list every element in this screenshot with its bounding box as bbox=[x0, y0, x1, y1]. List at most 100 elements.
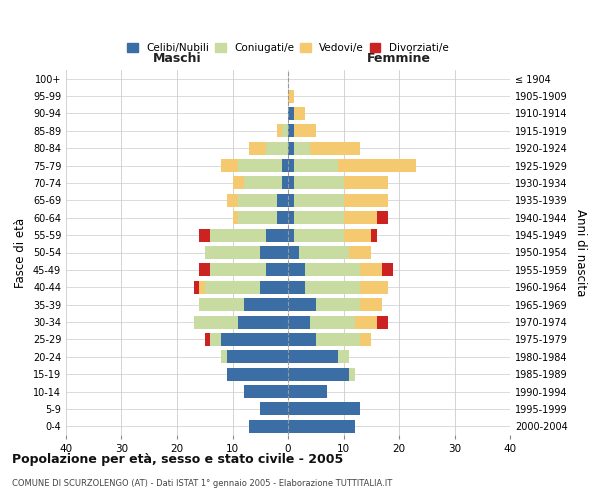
Bar bbox=[266, 142, 288, 154]
Bar bbox=[293, 194, 343, 207]
Bar bbox=[288, 228, 293, 241]
Bar bbox=[377, 211, 388, 224]
Bar bbox=[293, 124, 316, 138]
Bar bbox=[288, 176, 293, 190]
Text: Popolazione per età, sesso e stato civile - 2005: Popolazione per età, sesso e stato civil… bbox=[12, 452, 343, 466]
Bar bbox=[316, 298, 360, 311]
Bar bbox=[288, 350, 338, 364]
Bar bbox=[211, 228, 266, 241]
Bar bbox=[205, 280, 260, 294]
Bar bbox=[288, 264, 305, 276]
Bar bbox=[244, 298, 288, 311]
Bar bbox=[221, 159, 238, 172]
Bar bbox=[283, 176, 288, 190]
Bar bbox=[233, 211, 238, 224]
Bar bbox=[288, 333, 316, 346]
Bar bbox=[238, 211, 277, 224]
Bar bbox=[288, 402, 360, 415]
Bar bbox=[316, 333, 360, 346]
Bar bbox=[349, 368, 355, 380]
Bar bbox=[288, 124, 293, 138]
Bar bbox=[288, 90, 293, 102]
Bar bbox=[210, 333, 221, 346]
Bar bbox=[199, 228, 210, 241]
Bar bbox=[194, 316, 238, 328]
Bar bbox=[199, 280, 205, 294]
Bar bbox=[338, 159, 416, 172]
Bar bbox=[288, 298, 316, 311]
Bar bbox=[288, 246, 299, 259]
Text: COMUNE DI SCURZOLENGO (AT) - Dati ISTAT 1° gennaio 2005 - Elaborazione TUTTITALI: COMUNE DI SCURZOLENGO (AT) - Dati ISTAT … bbox=[12, 479, 392, 488]
Bar bbox=[299, 246, 349, 259]
Bar bbox=[266, 264, 288, 276]
Bar bbox=[199, 264, 210, 276]
Bar bbox=[199, 298, 244, 311]
Bar bbox=[205, 246, 260, 259]
Bar bbox=[305, 280, 360, 294]
Bar bbox=[266, 228, 288, 241]
Bar bbox=[349, 246, 371, 259]
Bar bbox=[227, 350, 288, 364]
Bar bbox=[233, 176, 244, 190]
Bar bbox=[283, 124, 288, 138]
Bar bbox=[310, 142, 360, 154]
Bar bbox=[288, 194, 293, 207]
Bar bbox=[343, 211, 377, 224]
Bar bbox=[293, 176, 343, 190]
Bar bbox=[227, 368, 288, 380]
Legend: Celibi/Nubili, Coniugati/e, Vedovi/e, Divorziati/e: Celibi/Nubili, Coniugati/e, Vedovi/e, Di… bbox=[123, 38, 453, 57]
Bar bbox=[249, 142, 266, 154]
Bar bbox=[260, 280, 288, 294]
Text: Femmine: Femmine bbox=[367, 52, 431, 65]
Y-axis label: Fasce di età: Fasce di età bbox=[14, 218, 27, 288]
Bar bbox=[288, 107, 293, 120]
Bar bbox=[283, 159, 288, 172]
Bar bbox=[360, 298, 382, 311]
Bar bbox=[288, 159, 293, 172]
Bar bbox=[211, 264, 266, 276]
Bar bbox=[238, 194, 277, 207]
Bar bbox=[305, 264, 360, 276]
Bar bbox=[343, 194, 388, 207]
Bar bbox=[338, 350, 349, 364]
Bar bbox=[249, 420, 288, 433]
Bar bbox=[194, 280, 199, 294]
Bar bbox=[277, 124, 283, 138]
Bar bbox=[288, 142, 293, 154]
Bar bbox=[382, 264, 394, 276]
Bar bbox=[360, 333, 371, 346]
Bar bbox=[244, 385, 288, 398]
Bar bbox=[260, 402, 288, 415]
Bar bbox=[260, 246, 288, 259]
Bar bbox=[277, 194, 288, 207]
Bar bbox=[288, 385, 327, 398]
Bar bbox=[205, 333, 210, 346]
Text: Maschi: Maschi bbox=[152, 52, 202, 65]
Bar bbox=[288, 211, 293, 224]
Bar bbox=[288, 420, 355, 433]
Bar bbox=[293, 228, 343, 241]
Bar bbox=[355, 316, 377, 328]
Bar bbox=[293, 142, 310, 154]
Bar bbox=[238, 159, 283, 172]
Bar bbox=[343, 176, 388, 190]
Bar bbox=[288, 368, 349, 380]
Bar bbox=[343, 228, 371, 241]
Bar bbox=[288, 316, 310, 328]
Bar bbox=[371, 228, 377, 241]
Bar bbox=[293, 107, 305, 120]
Bar bbox=[221, 333, 288, 346]
Bar bbox=[293, 159, 338, 172]
Bar bbox=[310, 316, 355, 328]
Bar bbox=[360, 280, 388, 294]
Bar bbox=[277, 211, 288, 224]
Bar bbox=[288, 280, 305, 294]
Bar bbox=[244, 176, 283, 190]
Bar bbox=[221, 350, 227, 364]
Bar bbox=[360, 264, 382, 276]
Y-axis label: Anni di nascita: Anni di nascita bbox=[574, 209, 587, 296]
Bar bbox=[227, 194, 238, 207]
Bar bbox=[377, 316, 388, 328]
Bar bbox=[238, 316, 288, 328]
Bar bbox=[293, 211, 343, 224]
